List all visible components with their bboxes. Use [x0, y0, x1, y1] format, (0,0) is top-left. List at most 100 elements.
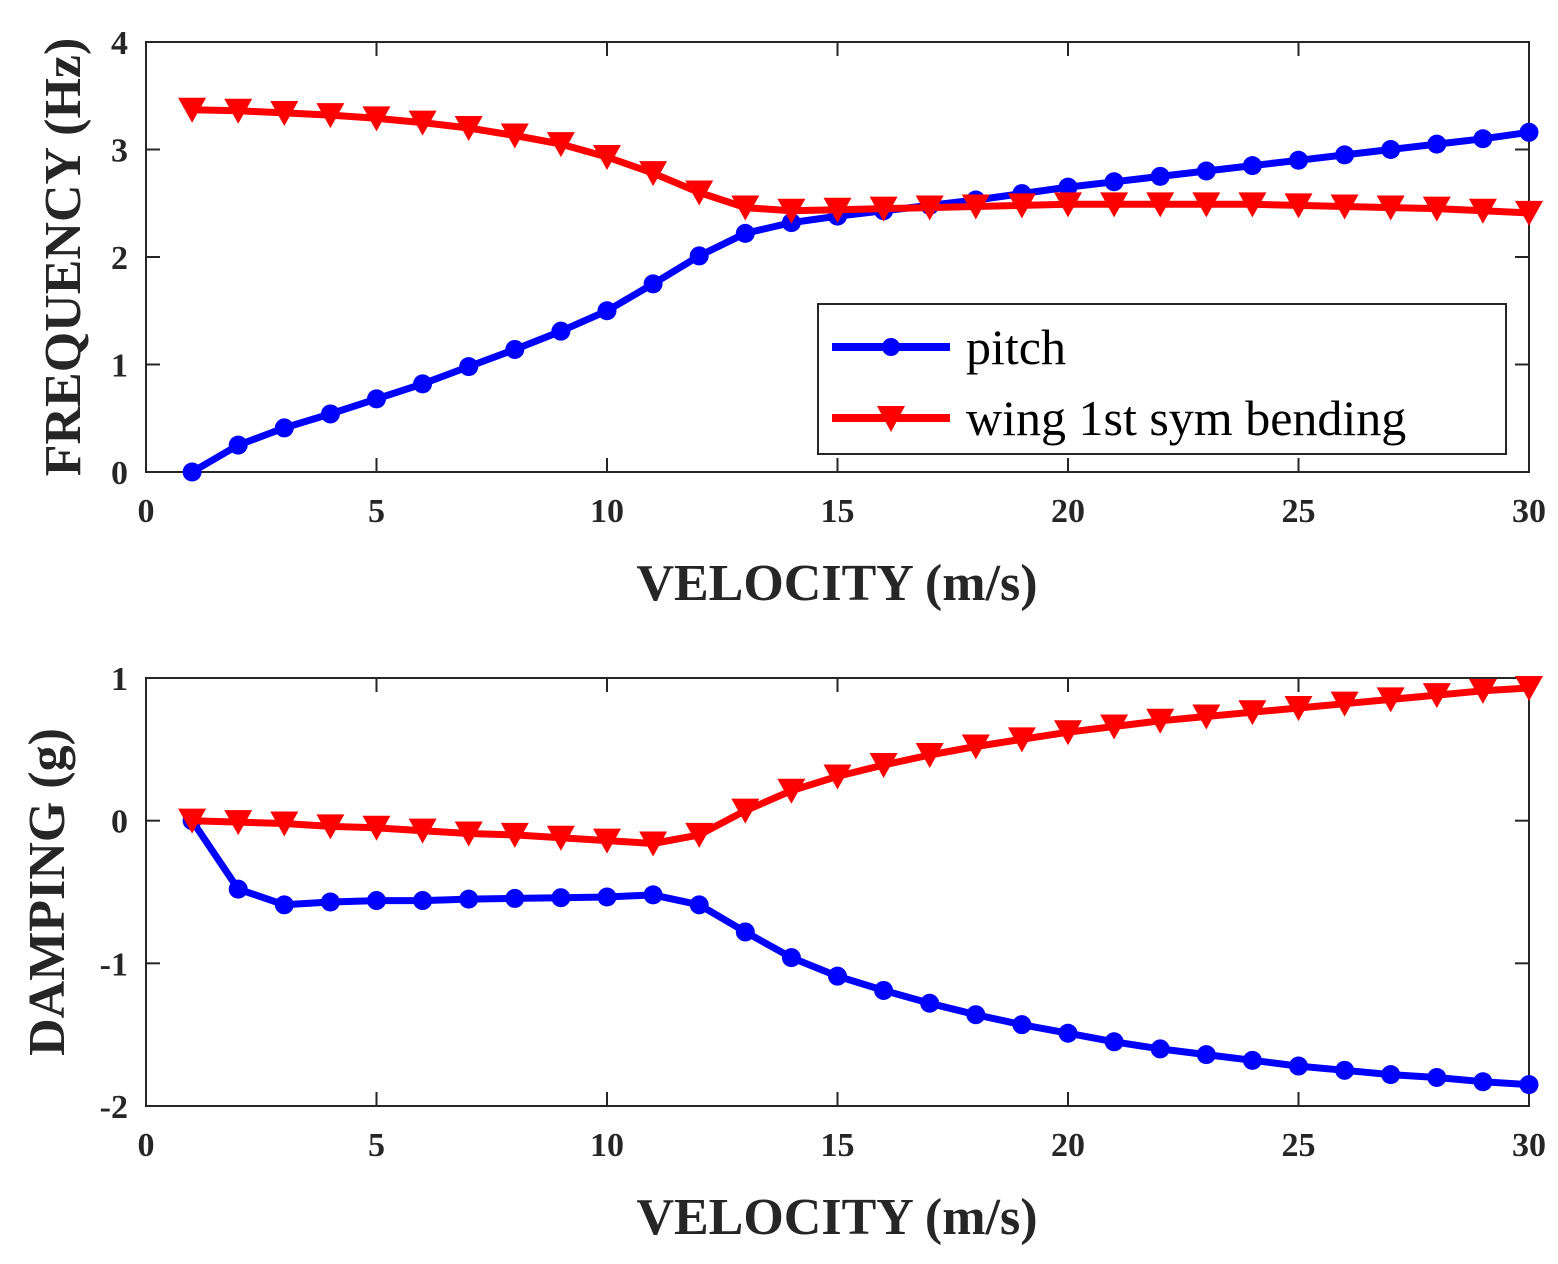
frequency-y-axis-title: FREQUENCY (Hz)	[35, 38, 92, 477]
frequency-x-tick-label: 30	[1512, 493, 1546, 530]
damping-series-0-point	[1473, 1072, 1493, 1092]
damping-series-0-point	[413, 891, 433, 911]
damping-series-0-point	[320, 892, 340, 912]
damping-series-1-point	[1054, 720, 1082, 746]
frequency-wing-1st-sym-bending-point	[316, 103, 345, 129]
legend-wing-marker	[877, 406, 905, 432]
damping-y-tick-label: -1	[100, 946, 128, 983]
damping-series-1-point	[1146, 708, 1175, 734]
damping-series-0-point	[551, 888, 571, 908]
frequency-y-tick-label: 1	[111, 348, 128, 385]
damping-x-tick-label: 0	[138, 1127, 155, 1164]
damping-series-1-point	[500, 822, 529, 848]
damping-series-0-point	[459, 889, 479, 909]
damping-series	[178, 675, 1543, 1095]
frequency-y-tick-label: 4	[111, 25, 128, 62]
frequency-x-tick-label: 25	[1282, 493, 1316, 530]
frequency-pitch-point	[1150, 166, 1170, 186]
frequency-wing-1st-sym-bending-point	[1422, 196, 1451, 222]
damping-series-0-point	[1150, 1039, 1170, 1059]
frequency-wing-1st-sym-bending-point	[1284, 193, 1313, 219]
frequency-wing-1st-sym-bending-point	[1007, 193, 1036, 219]
frequency-wing-1st-sym-bending-point	[1515, 200, 1543, 226]
damping-series-0-point	[689, 895, 709, 915]
damping-series-0-point	[735, 922, 755, 942]
damping-plot-area	[145, 677, 1530, 1107]
frequency-wing-1st-sym-bending-point	[823, 197, 852, 223]
damping-series-0-point	[1381, 1065, 1401, 1085]
frequency-y-tick-label: 3	[111, 133, 128, 170]
frequency-wing-1st-sym-bending-point	[224, 98, 253, 124]
damping-series-1-point	[1284, 695, 1313, 721]
damping-series-1-point	[546, 825, 575, 851]
damping-series-1-line	[191, 684, 1530, 847]
damping-series-1-point	[316, 814, 345, 840]
legend-wing-label: wing 1st sym bending	[966, 390, 1406, 446]
frequency-wing-1st-sym-bending-point	[915, 195, 944, 221]
frequency-pitch-point	[1242, 156, 1262, 176]
frequency-pitch-point	[1381, 140, 1401, 159]
frequency-wing-1st-sym-bending-point	[546, 132, 575, 158]
damping-series-0-point	[828, 966, 847, 986]
damping-series-0-point	[367, 891, 386, 911]
damping-series-0-point	[874, 980, 894, 1000]
damping-series-0-point	[643, 885, 663, 905]
damping-series-0-point	[505, 888, 525, 908]
frequency-y-tick-labels: 0 1 2 3 4	[111, 25, 128, 492]
damping-x-tick-label: 15	[821, 1127, 855, 1164]
damping-series-0-point	[781, 948, 801, 968]
frequency-pitch-point	[274, 418, 294, 438]
damping-series-0-point	[1012, 1015, 1032, 1035]
frequency-wing-1st-sym-bending-point	[1054, 192, 1082, 218]
frequency-pitch-point	[597, 301, 617, 321]
damping-series-1-point	[224, 810, 253, 836]
frequency-pitch-point	[1427, 134, 1447, 154]
damping-series-1-point	[362, 815, 391, 841]
damping-x-tick-label: 30	[1512, 1127, 1546, 1164]
damping-series-0-point	[966, 1005, 986, 1025]
damping-series-1-point	[777, 778, 806, 804]
damping-series-1-point	[1515, 675, 1543, 701]
damping-y-tick-label: 0	[111, 804, 128, 841]
frequency-wing-1st-sym-bending-point	[961, 194, 990, 220]
frequency-pitch-point	[1473, 129, 1493, 149]
frequency-wing-1st-sym-bending-point	[1376, 195, 1405, 221]
frequency-x-tick-label: 10	[590, 493, 624, 530]
frequency-pitch-point	[735, 223, 755, 243]
damping-series-1-point	[1376, 687, 1405, 713]
damping-series-1-point	[1238, 700, 1267, 726]
damping-series-1-point	[1422, 683, 1451, 709]
frequency-wing-1st-sym-bending-point	[270, 100, 299, 126]
frequency-pitch-point	[320, 404, 340, 424]
frequency-x-axis-title: VELOCITY (m/s)	[636, 555, 1037, 612]
damping-series-0-point	[1196, 1045, 1216, 1065]
frequency-pitch-point	[367, 389, 386, 409]
frequency-wing-1st-sym-bending-point	[178, 97, 207, 123]
damping-chart: 0 5 10 15 20 25 30 -2 -1 0 1 VELOCITY (m/s) DAMPI…	[19, 661, 1546, 1246]
frequency-pitch-point	[551, 321, 571, 341]
frequency-wing-1st-sym-bending-point	[1468, 198, 1497, 224]
damping-x-tick-label: 25	[1282, 1127, 1316, 1164]
damping-y-tick-label: -2	[100, 1089, 128, 1126]
frequency-pitch-point	[1519, 122, 1539, 142]
damping-x-tick-label: 10	[590, 1127, 624, 1164]
frequency-pitch-point	[689, 246, 709, 266]
frequency-y-tick-label: 2	[111, 240, 128, 277]
damping-series-1-point	[593, 828, 621, 854]
damping-series-1-point	[731, 798, 760, 824]
frequency-x-tick-label: 15	[821, 493, 855, 530]
damping-series-0-point	[1427, 1067, 1447, 1087]
frequency-pitch-point	[1104, 172, 1124, 192]
frequency-pitch-point	[1335, 145, 1355, 165]
damping-series-1-point	[685, 822, 714, 848]
damping-y-tick-labels: -2 -1 0 1	[100, 661, 128, 1126]
frequency-pitch-point	[1058, 177, 1078, 197]
damping-series-0-point	[1335, 1060, 1355, 1080]
frequency-x-tick-label: 20	[1051, 493, 1085, 530]
frequency-chart: 0 5 10 15 20 25 30 0 1 2 3 4 VELOCITY (m/s) FREQUE…	[35, 25, 1546, 612]
damping-x-tick-label: 20	[1051, 1127, 1085, 1164]
frequency-series	[178, 97, 1543, 482]
frequency-axis-ticks	[145, 41, 1530, 473]
damping-series-0-point	[597, 887, 617, 907]
